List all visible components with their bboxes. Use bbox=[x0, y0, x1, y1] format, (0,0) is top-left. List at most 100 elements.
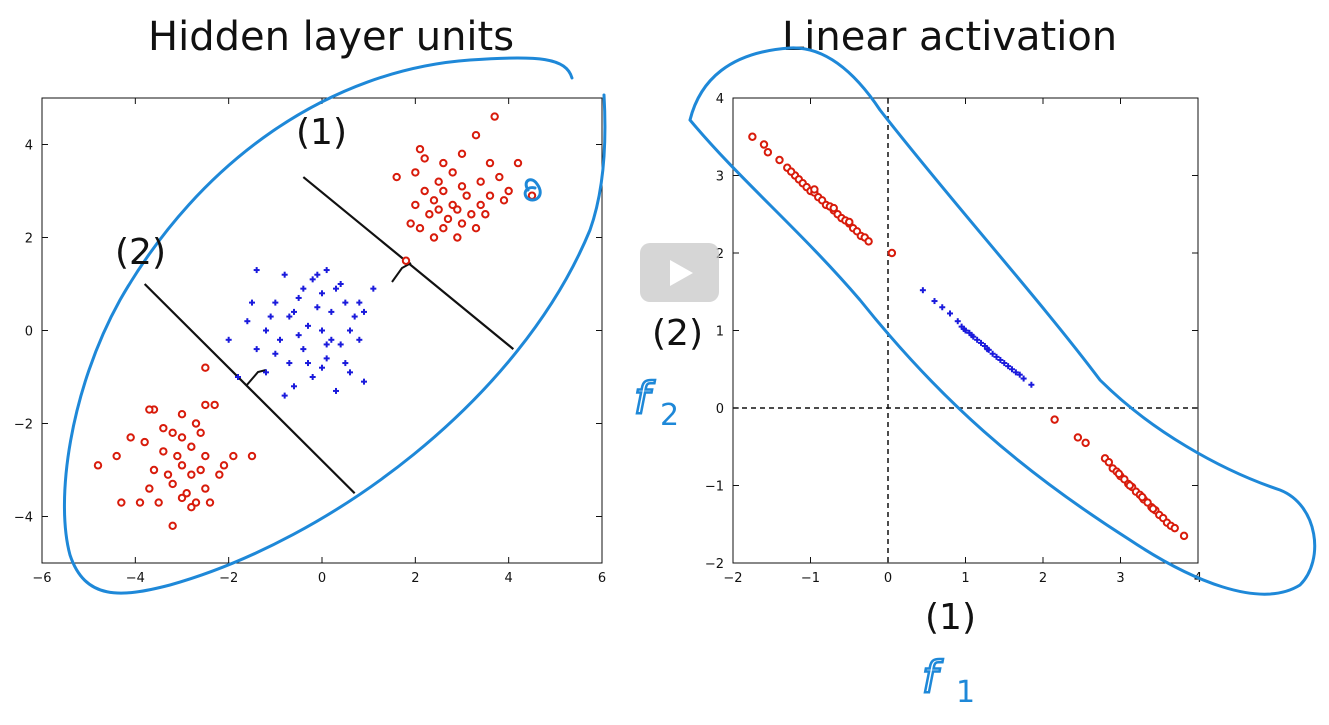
data-point-plus bbox=[960, 325, 967, 332]
data-point-plus bbox=[361, 378, 367, 385]
data-point-circle bbox=[163, 470, 173, 479]
data-point-plus bbox=[291, 308, 297, 315]
data-point-plus bbox=[1020, 375, 1027, 382]
data-point-circle bbox=[145, 405, 154, 414]
data-point-plus bbox=[319, 290, 325, 297]
data-point-plus bbox=[947, 310, 953, 317]
data-point-circle bbox=[201, 484, 210, 493]
data-point-plus bbox=[939, 304, 946, 311]
data-point-plus bbox=[253, 346, 260, 353]
data-point-circle bbox=[215, 470, 224, 479]
data-point-circle bbox=[443, 214, 453, 224]
data-point-circle bbox=[201, 400, 210, 410]
data-point-plus bbox=[997, 356, 1004, 363]
data-point-circle bbox=[177, 410, 187, 419]
data-point-plus bbox=[981, 343, 988, 349]
data-point-circle bbox=[457, 149, 467, 159]
data-point-plus bbox=[1016, 371, 1023, 378]
x-tick-label: −6 bbox=[32, 571, 51, 586]
data-point-plus bbox=[300, 285, 307, 292]
data-point-circle bbox=[1138, 492, 1147, 502]
data-point-circle bbox=[429, 196, 439, 205]
x-tick-label: 3 bbox=[1116, 571, 1124, 586]
data-point-plus bbox=[323, 341, 330, 348]
y-tick-label: 2 bbox=[25, 232, 33, 247]
hand-label-f1-subscript: 1 bbox=[956, 675, 975, 710]
data-point-plus bbox=[328, 336, 335, 343]
data-point-circle bbox=[453, 205, 462, 214]
data-point-circle bbox=[457, 219, 467, 228]
data-point-plus bbox=[361, 308, 367, 315]
hand-label-f2-subscript: 2 bbox=[660, 398, 679, 433]
data-point-circle bbox=[476, 177, 485, 186]
data-point-circle bbox=[401, 256, 411, 265]
data-point-plus bbox=[968, 332, 975, 339]
data-point-circle bbox=[117, 498, 126, 507]
data-point-plus bbox=[919, 287, 926, 294]
data-point-circle bbox=[864, 237, 873, 246]
data-point-circle bbox=[168, 479, 177, 489]
x-tick-label: 2 bbox=[411, 571, 419, 586]
data-point-plus bbox=[356, 336, 363, 343]
data-point-circle bbox=[406, 219, 415, 228]
hand-label-f1: f bbox=[922, 652, 944, 703]
data-point-circle bbox=[485, 191, 495, 200]
data-point-circle bbox=[481, 210, 490, 219]
data-point-circle bbox=[112, 451, 121, 461]
data-point-circle bbox=[462, 191, 471, 200]
y-tick-label: 2 bbox=[716, 247, 724, 262]
x-tick-label: 0 bbox=[884, 571, 892, 586]
data-point-circle bbox=[159, 447, 168, 456]
line-label-1: (1) bbox=[296, 112, 347, 153]
data-point-circle bbox=[187, 470, 196, 479]
data-point-circle bbox=[415, 224, 425, 233]
data-point-circle bbox=[205, 498, 215, 507]
x-tick-label: 2 bbox=[1039, 571, 1047, 586]
data-point-plus bbox=[1012, 369, 1019, 376]
data-point-plus bbox=[272, 350, 279, 357]
data-point-circle bbox=[229, 451, 238, 461]
data-point-circle bbox=[476, 200, 485, 210]
data-point-circle bbox=[471, 131, 481, 140]
x-tick-label: −2 bbox=[723, 571, 742, 586]
data-point-plus bbox=[974, 336, 981, 343]
data-point-circle bbox=[392, 172, 401, 182]
data-point-plus bbox=[978, 339, 984, 346]
data-point-plus bbox=[249, 299, 255, 306]
data-point-circle bbox=[457, 182, 467, 191]
data-point-circle bbox=[182, 489, 191, 498]
data-point-plus bbox=[1001, 360, 1008, 367]
y-tick-label: 1 bbox=[716, 325, 724, 340]
data-point-plus bbox=[305, 322, 311, 329]
data-point-circle bbox=[425, 210, 434, 219]
data-point-circle bbox=[1104, 458, 1114, 467]
data-point-circle bbox=[420, 154, 429, 163]
x-axis-label: (1) bbox=[925, 597, 976, 638]
data-point-circle bbox=[201, 451, 210, 461]
data-point-plus bbox=[319, 327, 325, 334]
data-point-circle bbox=[775, 155, 784, 165]
data-point-plus bbox=[291, 383, 297, 390]
data-point-circle bbox=[434, 177, 443, 186]
data-point-plus bbox=[337, 341, 344, 348]
data-point-circle bbox=[1050, 415, 1059, 424]
data-point-circle bbox=[763, 148, 773, 157]
data-point-circle bbox=[411, 168, 420, 177]
data-point-circle bbox=[420, 186, 429, 196]
data-point-plus bbox=[300, 346, 307, 353]
data-point-circle bbox=[439, 224, 448, 233]
data-point-circle bbox=[177, 433, 187, 442]
x-tick-label: −4 bbox=[126, 571, 145, 586]
line-label-2: (2) bbox=[115, 232, 166, 273]
hand-ellipse-right bbox=[688, 46, 1317, 596]
data-point-plus bbox=[281, 392, 288, 399]
data-point-circle bbox=[168, 428, 177, 437]
data-point-plus bbox=[931, 298, 938, 305]
video-play-button[interactable] bbox=[640, 243, 719, 302]
hand-label-f2: f bbox=[634, 373, 656, 424]
data-point-plus bbox=[295, 332, 302, 339]
data-point-plus bbox=[235, 374, 241, 380]
data-point-circle bbox=[1081, 438, 1090, 448]
